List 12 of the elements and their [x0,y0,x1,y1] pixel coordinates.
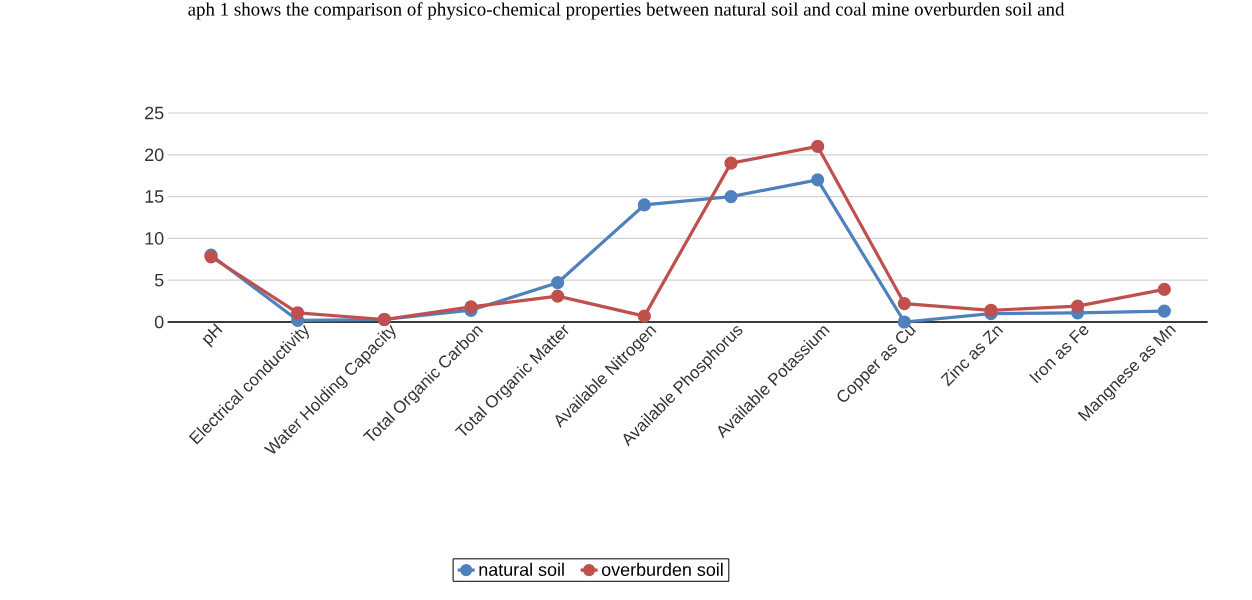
x-tick-label: pH [202,323,223,348]
y-tick-label: 5 [154,273,164,287]
y-tick-label: 20 [145,148,164,162]
text: aph 1 shows the comparison of physico-chemical properties between natural soil and coal mine overburden soil and [188,2,1065,20]
x-tick-label: Iron as Fe [1029,326,1089,384]
x-tick-label: Zinc as Zn [940,326,1004,387]
y-tick-label: 10 [145,232,164,245]
legend-label: natural soil [479,562,564,576]
y-tick-label: 0 [154,315,164,329]
legend-label: overburden soil [601,562,723,576]
y-tick-label: 15 [145,190,164,203]
y-tick-label: 25 [145,106,164,120]
